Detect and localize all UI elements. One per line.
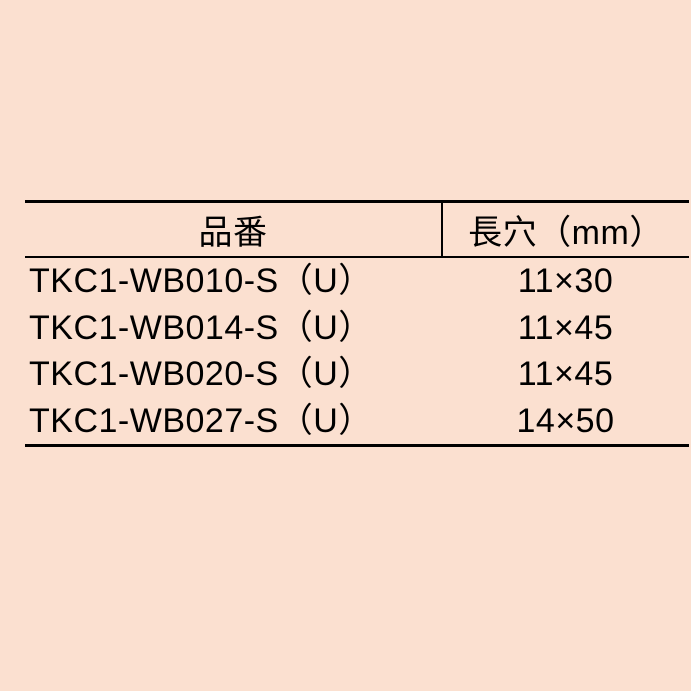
cell-part-no: TKC1-WB014-S（U） <box>25 305 442 352</box>
cell-slot-mm: 11×45 <box>442 351 689 398</box>
cell-slot-mm: 11×45 <box>442 305 689 352</box>
cell-part-no: TKC1-WB027-S（U） <box>25 398 442 446</box>
table-row: TKC1-WB010-S（U） 11×30 <box>25 257 689 305</box>
spec-table: 品番 長穴（mm） TKC1-WB010-S（U） 11×30 TKC1-WB0… <box>25 200 689 447</box>
cell-slot-mm: 11×30 <box>442 257 689 305</box>
col-header-slot-mm: 長穴（mm） <box>442 202 689 258</box>
table-row: TKC1-WB020-S（U） 11×45 <box>25 351 689 398</box>
table-row: TKC1-WB027-S（U） 14×50 <box>25 398 689 446</box>
cell-part-no: TKC1-WB020-S（U） <box>25 351 442 398</box>
page-background: 品番 長穴（mm） TKC1-WB010-S（U） 11×30 TKC1-WB0… <box>0 0 691 691</box>
cell-part-no: TKC1-WB010-S（U） <box>25 257 442 305</box>
table-header-row: 品番 長穴（mm） <box>25 202 689 258</box>
cell-slot-mm: 14×50 <box>442 398 689 446</box>
table-row: TKC1-WB014-S（U） 11×45 <box>25 305 689 352</box>
col-header-part-no: 品番 <box>25 202 442 258</box>
